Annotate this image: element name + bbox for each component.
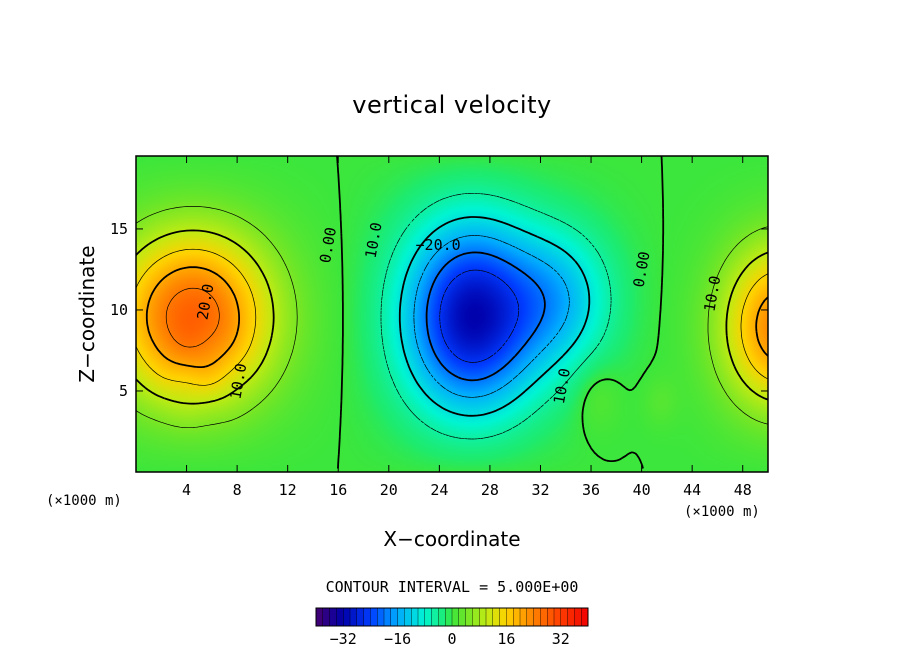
- colorbar-cell-31: [526, 607, 535, 627]
- contour-level-10: [136, 229, 768, 405]
- x-tick-label-44: 44: [683, 481, 701, 499]
- colorbar-cell-20: [451, 607, 460, 627]
- contour-label-7: 10.0: [700, 274, 724, 313]
- x-unit-left: (×1000 m): [46, 493, 122, 509]
- contour-label-5: 10.0: [550, 367, 574, 406]
- y-tick-label-5: 5: [119, 382, 128, 400]
- colorbar-frame: [315, 607, 589, 627]
- contour-label-2: 0.00: [316, 226, 340, 265]
- colorbar-cell-8: [370, 607, 378, 627]
- x-tick-label-4: 4: [182, 481, 191, 499]
- contour-level-20: [145, 266, 768, 368]
- colorbar-cell-32: [533, 607, 541, 627]
- colorbar-cell-3: [336, 607, 344, 627]
- x-unit-right: (×1000 m): [684, 504, 760, 520]
- y-axis-label: Z−coordinate: [75, 245, 99, 382]
- colorbar-cell-21: [458, 607, 467, 627]
- x-tick-label-8: 8: [233, 481, 242, 499]
- chart-title: vertical velocity: [352, 91, 551, 119]
- contour-level-neg15: [413, 235, 570, 398]
- y-tick-label-10: 10: [110, 301, 128, 319]
- contour-labels: 20.0 10.0 0.00 10.0 −20.0 10.0 0.00 10.0: [194, 221, 725, 406]
- contour-level-25: [165, 287, 220, 348]
- contour-level-5: [136, 205, 768, 429]
- colorbar-cell-37: [567, 607, 575, 627]
- colorbar-cell-15: [417, 607, 426, 627]
- plot-frame: [135, 155, 769, 473]
- colorbar: −32 −16 0 16 32: [315, 607, 589, 648]
- colorbar-cell-9: [377, 607, 385, 627]
- x-tick-label-24: 24: [430, 481, 448, 499]
- y-axis-ticks: 5 10 15: [110, 220, 768, 400]
- colorbar-cell-19: [445, 607, 453, 627]
- colorbar-cell-36: [560, 607, 569, 627]
- contour-level-neg25: [439, 269, 520, 363]
- x-tick-label-28: 28: [481, 481, 499, 499]
- colorbar-cell-25: [485, 607, 494, 627]
- colorbar-cell-5: [349, 607, 358, 627]
- colorbar-cell-30: [519, 607, 528, 627]
- colorbar-cell-33: [540, 607, 548, 627]
- colorbar-tick-label-4: 32: [552, 630, 570, 648]
- colorbar-cell-29: [513, 607, 521, 627]
- colorbar-cell-23: [472, 607, 480, 627]
- x-tick-label-20: 20: [380, 481, 398, 499]
- colorbar-cell-12: [397, 607, 405, 627]
- colorbar-cell-28: [506, 607, 514, 627]
- colorbar-tick-label-2: 0: [447, 630, 456, 648]
- colorbar-cell-1: [322, 607, 331, 627]
- colorbar-tick-label-1: −16: [384, 630, 411, 648]
- contour-label-6: 0.00: [630, 250, 654, 289]
- x-tick-label-36: 36: [582, 481, 600, 499]
- contour-interval-text: CONTOUR INTERVAL = 5.000E+00: [326, 578, 579, 596]
- contour-level-neg20: [425, 251, 546, 382]
- colorbar-cell-10: [383, 607, 392, 627]
- colorbar-cell-34: [547, 607, 555, 627]
- colorbar-cell-0: [315, 607, 324, 627]
- colorbar-cell-17: [431, 607, 439, 627]
- colorbar-cell-26: [492, 607, 501, 627]
- plot-area: 20.0 10.0 0.00 10.0 −20.0 10.0 0.00 10.0: [135, 155, 769, 473]
- contour-lines: [136, 156, 768, 469]
- colorbar-cell-13: [404, 607, 412, 627]
- colorbar-cell-27: [499, 607, 507, 627]
- colorbar-tick-label-3: 16: [497, 630, 515, 648]
- colorbar-cell-39: [581, 607, 589, 627]
- x-axis-label: X−coordinate: [383, 527, 520, 551]
- x-tick-label-40: 40: [633, 481, 651, 499]
- colorbar-cell-2: [329, 607, 337, 627]
- colorbar-ticks: −32 −16 0 16 32: [330, 630, 570, 648]
- colorbar-cells: [315, 607, 589, 627]
- colorbar-cell-18: [438, 607, 446, 627]
- colorbar-cell-22: [465, 607, 473, 627]
- contour-label-1: 10.0: [226, 362, 250, 401]
- colorbar-cell-16: [424, 607, 433, 627]
- contour-level-15: [136, 248, 768, 386]
- colorbar-cell-4: [343, 607, 351, 627]
- contour-label-4: −20.0: [416, 236, 461, 254]
- contour-label-0: 20.0: [194, 282, 218, 321]
- contour-label-3: 10.0: [362, 221, 386, 260]
- x-axis-ticks: 4 8 12 16 20 24 28 32 36 40 44 48: [182, 156, 752, 499]
- colorbar-cell-6: [356, 607, 365, 627]
- colorbar-cell-35: [553, 607, 562, 627]
- x-tick-label-32: 32: [531, 481, 549, 499]
- colorbar-cell-7: [363, 607, 371, 627]
- contour-level-neg5: [380, 192, 612, 440]
- contour-level-neg10: [398, 216, 591, 417]
- colorbar-cell-38: [574, 607, 582, 627]
- colorbar-cell-14: [411, 607, 419, 627]
- x-tick-label-16: 16: [329, 481, 347, 499]
- colorbar-tick-label-0: −32: [330, 630, 357, 648]
- x-tick-label-48: 48: [734, 481, 752, 499]
- heatmap-image: [136, 156, 768, 472]
- x-tick-label-12: 12: [279, 481, 297, 499]
- y-tick-label-15: 15: [110, 220, 128, 238]
- colorbar-cell-24: [479, 607, 487, 627]
- colorbar-cell-11: [390, 607, 399, 627]
